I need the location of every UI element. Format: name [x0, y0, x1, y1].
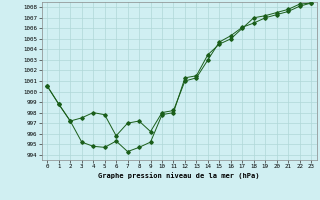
X-axis label: Graphe pression niveau de la mer (hPa): Graphe pression niveau de la mer (hPa) [99, 172, 260, 179]
